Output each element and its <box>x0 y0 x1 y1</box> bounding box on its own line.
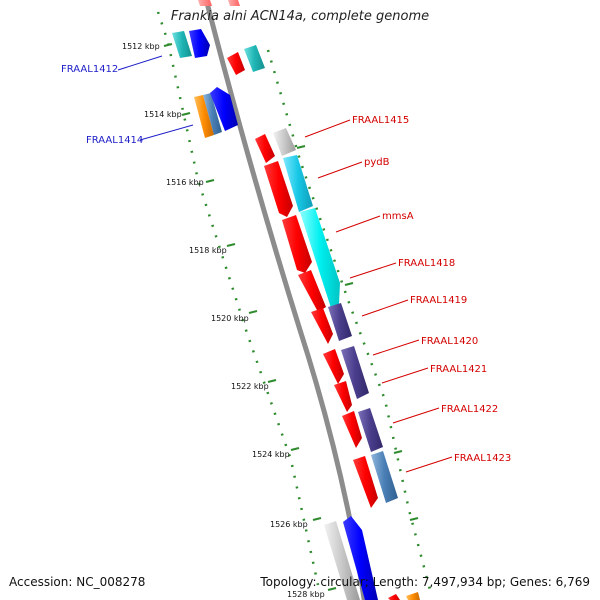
gene-label-FRAAL1420: FRAAL1420 <box>421 336 478 347</box>
tick-label-1520: 1520 kbp <box>211 314 249 323</box>
cds-cyan-pydB[interactable] <box>283 155 313 212</box>
tick-1522 <box>267 379 277 383</box>
tick-1524 <box>290 447 300 451</box>
tick-label-1522: 1522 kbp <box>231 382 269 391</box>
cds-red-1418[interactable] <box>298 270 326 312</box>
tick-right-2 <box>344 282 354 286</box>
gene-label-FRAAL1412: FRAAL1412 <box>61 64 118 75</box>
cds-grey-1415b[interactable] <box>273 128 296 156</box>
gene-label-FRAAL1415: FRAAL1415 <box>352 115 409 126</box>
leader-1422 <box>392 407 440 424</box>
leader-1415 <box>304 119 351 138</box>
cds-aqua-mmsA[interactable] <box>300 208 340 308</box>
tick-label-1516: 1516 kbp <box>166 178 204 187</box>
gene-label-FRAAL1422: FRAAL1422 <box>441 404 498 415</box>
cds-orange-1427[interactable] <box>406 592 420 600</box>
tick-right-1 <box>296 145 306 149</box>
tick-1520 <box>248 310 258 314</box>
genome-summary-text: Topology: circular; Length: 7,497,934 bp… <box>260 575 590 589</box>
gene-label-mmsA: mmsA <box>382 211 414 222</box>
tick-labels: 1512 kbp 1514 kbp 1516 kbp 1518 kbp 1520… <box>122 42 325 599</box>
cds-red-1421[interactable] <box>334 381 352 412</box>
leader-1423 <box>405 456 453 473</box>
tick-right-3 <box>393 450 403 454</box>
cds-red-pydB[interactable] <box>264 161 293 217</box>
cds-navy-1419[interactable] <box>328 303 352 341</box>
gene-label-FRAAL1414: FRAAL1414 <box>86 135 143 146</box>
cds-teal-1412[interactable] <box>172 31 192 58</box>
gene-label-FRAAL1418: FRAAL1418 <box>398 258 455 269</box>
tick-1526 <box>312 517 322 521</box>
cds-steel-1414[interactable] <box>203 93 222 135</box>
label-leaders <box>117 55 453 473</box>
cds-red-1427[interactable] <box>388 594 400 600</box>
tick-right-4 <box>409 517 419 521</box>
cds-orange-1414[interactable] <box>194 95 214 138</box>
leader-pydB <box>317 161 363 179</box>
outer-track-right <box>266 49 432 591</box>
cds-blue-1426[interactable] <box>343 516 378 600</box>
tick-1516 <box>205 179 215 183</box>
tick-label-1524: 1524 kbp <box>252 450 290 459</box>
tick-marks <box>163 43 419 591</box>
leader-1421 <box>381 367 429 384</box>
tick-label-1526: 1526 kbp <box>270 520 308 529</box>
cds-red-1423[interactable] <box>353 456 378 508</box>
map-title: Frankia alni ACN14a, complete genome <box>170 9 430 24</box>
cds-red-1415[interactable] <box>255 134 275 163</box>
leader-1420 <box>372 339 420 356</box>
leader-1418 <box>349 262 397 279</box>
gene-label-FRAAL1419: FRAAL1419 <box>410 295 467 306</box>
outer-track-left <box>156 11 320 586</box>
leader-1412 <box>117 55 163 71</box>
gene-labels: FRAAL1412 FRAAL1414 FRAAL1415 pydB mmsA … <box>61 64 511 464</box>
tick-label-1518: 1518 kbp <box>189 246 227 255</box>
cds-navy-1420[interactable] <box>341 346 369 399</box>
cds-steel-1423[interactable] <box>371 451 398 503</box>
leader-1419 <box>361 299 409 317</box>
tick-1514 <box>181 112 191 116</box>
genome-backbone <box>203 0 367 600</box>
gene-label-FRAAL1421: FRAAL1421 <box>430 364 487 375</box>
cds-red-1419[interactable] <box>311 308 333 344</box>
gene-label-pydB: pydB <box>364 157 390 168</box>
cds-blue-1414b[interactable] <box>210 87 238 131</box>
cds-top-partial-2[interactable] <box>228 0 240 6</box>
tick-1512 <box>163 43 173 47</box>
cds-red-1422[interactable] <box>342 411 362 448</box>
leader-mmsA <box>335 215 381 233</box>
leader-1414 <box>139 124 194 141</box>
cds-grey-1426[interactable] <box>324 521 360 600</box>
cds-red-1413b[interactable] <box>227 52 245 75</box>
tick-1518 <box>226 243 236 247</box>
tick-1528 <box>327 587 337 591</box>
cds-teal-1413c[interactable] <box>244 45 265 72</box>
cds-navy-1422[interactable] <box>358 408 383 452</box>
cds-red-mmsA[interactable] <box>282 215 312 273</box>
tick-label-1528: 1528 kbp <box>287 590 325 599</box>
cds-blue-1413[interactable] <box>189 29 210 58</box>
cds-top-partial-1[interactable] <box>198 0 212 6</box>
tick-label-1512: 1512 kbp <box>122 42 160 51</box>
gene-label-FRAAL1423: FRAAL1423 <box>454 453 511 464</box>
accession-text: Accession: NC_008278 <box>9 575 146 589</box>
cds-red-1420[interactable] <box>323 349 344 384</box>
tick-label-1514: 1514 kbp <box>144 110 182 119</box>
